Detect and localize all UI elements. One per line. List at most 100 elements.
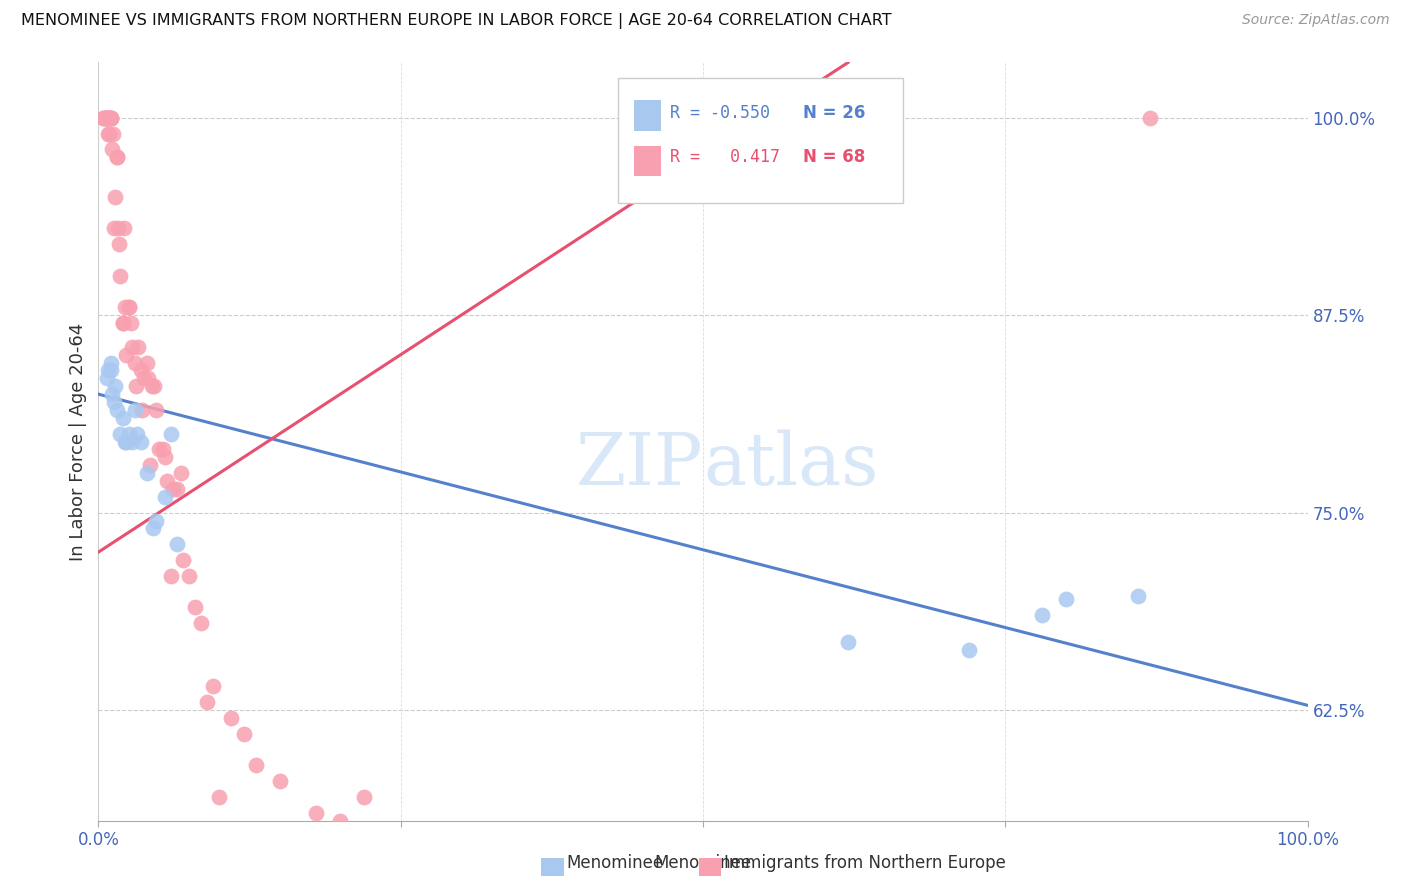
Point [105, 150, 128, 164]
Text: N = 26: N = 26 [803, 104, 866, 122]
Point [100, 355, 122, 369]
Point [93, 111, 115, 125]
Point [105, 403, 128, 417]
Point [115, 348, 138, 362]
Point [104, 379, 127, 393]
Text: Menominee: Menominee [654, 855, 752, 872]
Point [195, 695, 218, 709]
Point [91, 111, 114, 125]
Point [124, 355, 146, 369]
Point [160, 426, 183, 441]
Text: Menominee: Menominee [567, 855, 664, 872]
Point [837, 635, 859, 649]
Point [152, 442, 174, 457]
Text: ZIP: ZIP [575, 429, 703, 500]
Point [114, 434, 136, 449]
Point [96, 371, 118, 385]
Point [100, 111, 122, 125]
Point [353, 789, 375, 804]
Point [141, 379, 163, 393]
Point [139, 458, 162, 473]
Point [108, 426, 131, 441]
Text: R =   0.417: R = 0.417 [671, 148, 780, 166]
Point [97, 363, 120, 377]
Point [153, 490, 176, 504]
Point [245, 758, 267, 772]
Point [97, 111, 120, 125]
Point [121, 340, 143, 354]
Point [957, 643, 980, 657]
Point [156, 474, 179, 488]
Point [93, 111, 115, 125]
Point [190, 616, 212, 631]
Bar [634, 145, 661, 177]
Point [129, 434, 152, 449]
Point [98, 127, 121, 141]
Point [305, 805, 328, 820]
Point [131, 403, 153, 417]
Point [127, 340, 149, 354]
Point [118, 426, 141, 441]
Text: MENOMINEE VS IMMIGRANTS FROM NORTHERN EUROPE IN LABOR FORCE | AGE 20-64 CORRELAT: MENOMINEE VS IMMIGRANTS FROM NORTHERN EU… [21, 13, 891, 29]
Point [101, 127, 124, 141]
Point [108, 268, 131, 283]
Point [145, 514, 167, 528]
Point [162, 482, 184, 496]
Point [100, 387, 122, 401]
Point [145, 403, 167, 417]
Point [329, 814, 352, 828]
Point [135, 466, 157, 480]
Point [208, 789, 231, 804]
Point [98, 111, 121, 125]
Point [103, 395, 125, 409]
Point [112, 221, 135, 235]
Point [169, 466, 191, 480]
Point [120, 316, 142, 330]
Text: Immigrants from Northern Europe: Immigrants from Northern Europe [724, 855, 1005, 872]
Point [107, 221, 129, 235]
Point [166, 482, 188, 496]
Point [184, 600, 207, 615]
Point [136, 371, 159, 385]
Point [111, 316, 134, 330]
Point [96, 111, 118, 125]
Point [166, 537, 188, 551]
Bar [634, 101, 661, 130]
Point [202, 679, 225, 693]
Point [111, 410, 134, 425]
Text: Source: ZipAtlas.com: Source: ZipAtlas.com [1241, 13, 1389, 28]
Point [105, 150, 128, 164]
Text: R = -0.550: R = -0.550 [671, 104, 770, 122]
Point [1031, 608, 1053, 623]
FancyBboxPatch shape [619, 78, 903, 202]
Point [97, 127, 120, 141]
Point [103, 221, 125, 235]
Text: atlas: atlas [703, 429, 879, 500]
Point [124, 403, 146, 417]
Point [104, 190, 127, 204]
Point [232, 727, 254, 741]
Point [100, 142, 122, 156]
Point [1054, 592, 1077, 607]
Point [172, 553, 194, 567]
Point [94, 111, 117, 125]
Point [111, 316, 134, 330]
Point [100, 111, 122, 125]
Point [114, 300, 136, 314]
Point [115, 434, 138, 449]
Point [129, 363, 152, 377]
Point [118, 300, 141, 314]
Point [108, 237, 131, 252]
Point [143, 379, 166, 393]
Point [1139, 111, 1161, 125]
Point [269, 774, 291, 789]
Point [127, 426, 149, 441]
Point [96, 111, 118, 125]
Point [221, 711, 243, 725]
Point [179, 569, 201, 583]
Point [160, 569, 183, 583]
Point [125, 379, 148, 393]
Point [100, 111, 122, 125]
Text: N = 68: N = 68 [803, 148, 866, 166]
Point [142, 521, 165, 535]
